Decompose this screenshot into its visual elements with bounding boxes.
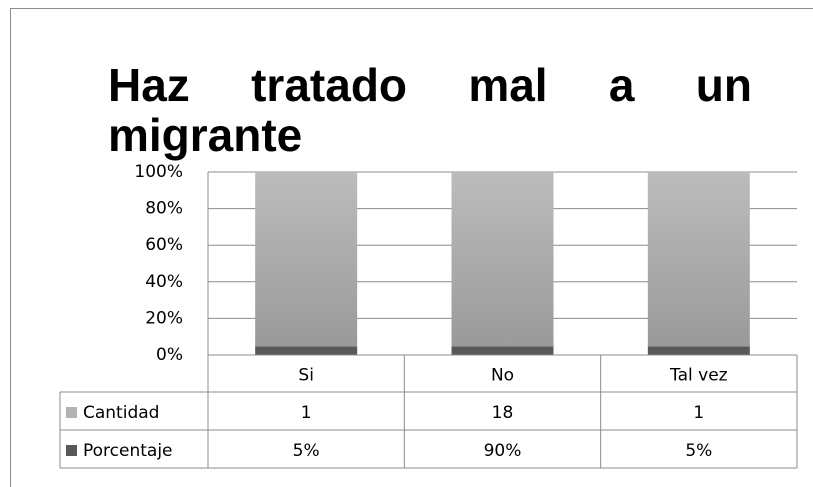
- x-tick-label: Tal vez: [669, 366, 728, 386]
- y-tick-label: 60%: [145, 235, 183, 255]
- y-tick-label: 40%: [145, 272, 183, 292]
- y-tick-label: 80%: [145, 199, 183, 219]
- bar-segment: [255, 346, 358, 355]
- table-value: 5%: [685, 441, 712, 461]
- table-value: 5%: [293, 441, 320, 461]
- y-tick-label: 0%: [156, 345, 183, 365]
- table-value: 1: [693, 403, 704, 423]
- x-tick-label: No: [491, 366, 514, 386]
- legend-label: Cantidad: [83, 403, 159, 423]
- table-value: 1: [301, 403, 312, 423]
- legend-label: Porcentaje: [83, 441, 173, 461]
- table-value: 18: [492, 403, 514, 423]
- chart-title: Haz tratado mal a un migrante: [108, 59, 752, 161]
- table-value: 90%: [484, 441, 522, 461]
- bar-segment: [451, 346, 554, 355]
- legend-key: [66, 407, 77, 418]
- bar-segment: [647, 172, 750, 347]
- y-tick-label: 100%: [134, 162, 183, 182]
- y-tick-label: 20%: [145, 308, 183, 328]
- x-tick-label: Si: [298, 366, 314, 386]
- bar-segment: [647, 346, 750, 355]
- bar-segment: [451, 172, 554, 347]
- chart-frame: [10, 8, 813, 487]
- bar-segment: [255, 172, 358, 347]
- legend-key: [66, 445, 77, 456]
